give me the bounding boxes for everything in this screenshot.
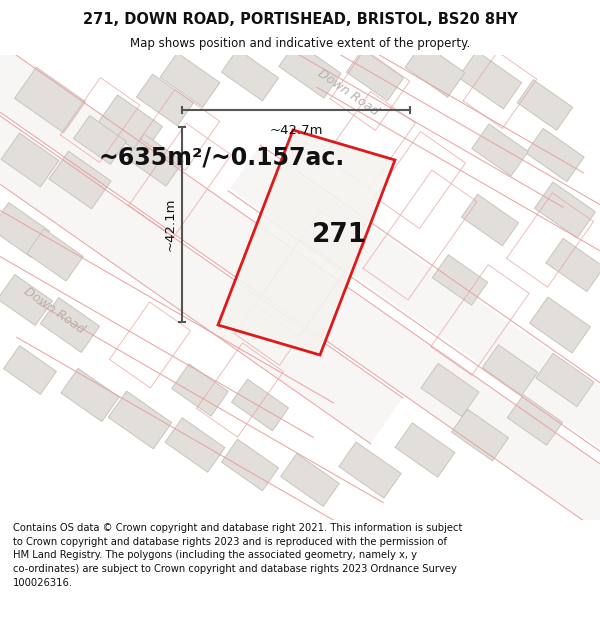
- Polygon shape: [0, 0, 403, 443]
- Polygon shape: [482, 345, 538, 395]
- Polygon shape: [421, 363, 479, 417]
- Text: ~42.1m: ~42.1m: [163, 198, 176, 251]
- Polygon shape: [4, 346, 56, 394]
- Polygon shape: [232, 379, 289, 431]
- Text: 271, DOWN ROAD, PORTISHEAD, BRISTOL, BS20 8HY: 271, DOWN ROAD, PORTISHEAD, BRISTOL, BS2…: [83, 12, 517, 27]
- Text: Map shows position and indicative extent of the property.: Map shows position and indicative extent…: [130, 38, 470, 51]
- Polygon shape: [546, 238, 600, 292]
- Polygon shape: [14, 68, 85, 132]
- Polygon shape: [27, 229, 83, 281]
- Polygon shape: [433, 255, 488, 305]
- Polygon shape: [1, 133, 59, 187]
- Polygon shape: [472, 124, 528, 176]
- Polygon shape: [458, 51, 522, 109]
- Text: ~42.7m: ~42.7m: [269, 124, 323, 137]
- Polygon shape: [221, 49, 278, 101]
- Polygon shape: [339, 442, 401, 498]
- Polygon shape: [0, 274, 52, 326]
- Polygon shape: [40, 298, 100, 352]
- Polygon shape: [49, 151, 111, 209]
- Text: Down Road: Down Road: [315, 66, 381, 118]
- Polygon shape: [218, 130, 395, 355]
- Polygon shape: [535, 182, 595, 238]
- Polygon shape: [172, 364, 228, 416]
- Polygon shape: [74, 116, 127, 164]
- Polygon shape: [517, 80, 572, 130]
- Polygon shape: [165, 418, 225, 472]
- Text: Contains OS data © Crown copyright and database right 2021. This information is : Contains OS data © Crown copyright and d…: [13, 523, 463, 588]
- Polygon shape: [530, 297, 590, 353]
- Polygon shape: [136, 74, 194, 126]
- Text: Down Road: Down Road: [21, 285, 87, 336]
- Polygon shape: [108, 391, 172, 449]
- Polygon shape: [281, 454, 340, 506]
- Polygon shape: [230, 148, 600, 532]
- Polygon shape: [127, 134, 183, 186]
- Polygon shape: [395, 422, 455, 478]
- Polygon shape: [160, 52, 220, 107]
- Polygon shape: [221, 439, 278, 491]
- Polygon shape: [405, 42, 465, 98]
- Polygon shape: [461, 194, 518, 246]
- Polygon shape: [536, 353, 594, 407]
- Polygon shape: [526, 128, 584, 182]
- Polygon shape: [61, 368, 119, 422]
- Polygon shape: [0, 8, 600, 569]
- Polygon shape: [508, 395, 563, 445]
- Text: ~635m²/~0.157ac.: ~635m²/~0.157ac.: [99, 145, 345, 169]
- Polygon shape: [279, 42, 341, 98]
- Polygon shape: [451, 409, 509, 461]
- Text: 271: 271: [313, 222, 368, 248]
- Polygon shape: [0, 202, 50, 258]
- Polygon shape: [97, 95, 163, 155]
- Polygon shape: [346, 49, 404, 101]
